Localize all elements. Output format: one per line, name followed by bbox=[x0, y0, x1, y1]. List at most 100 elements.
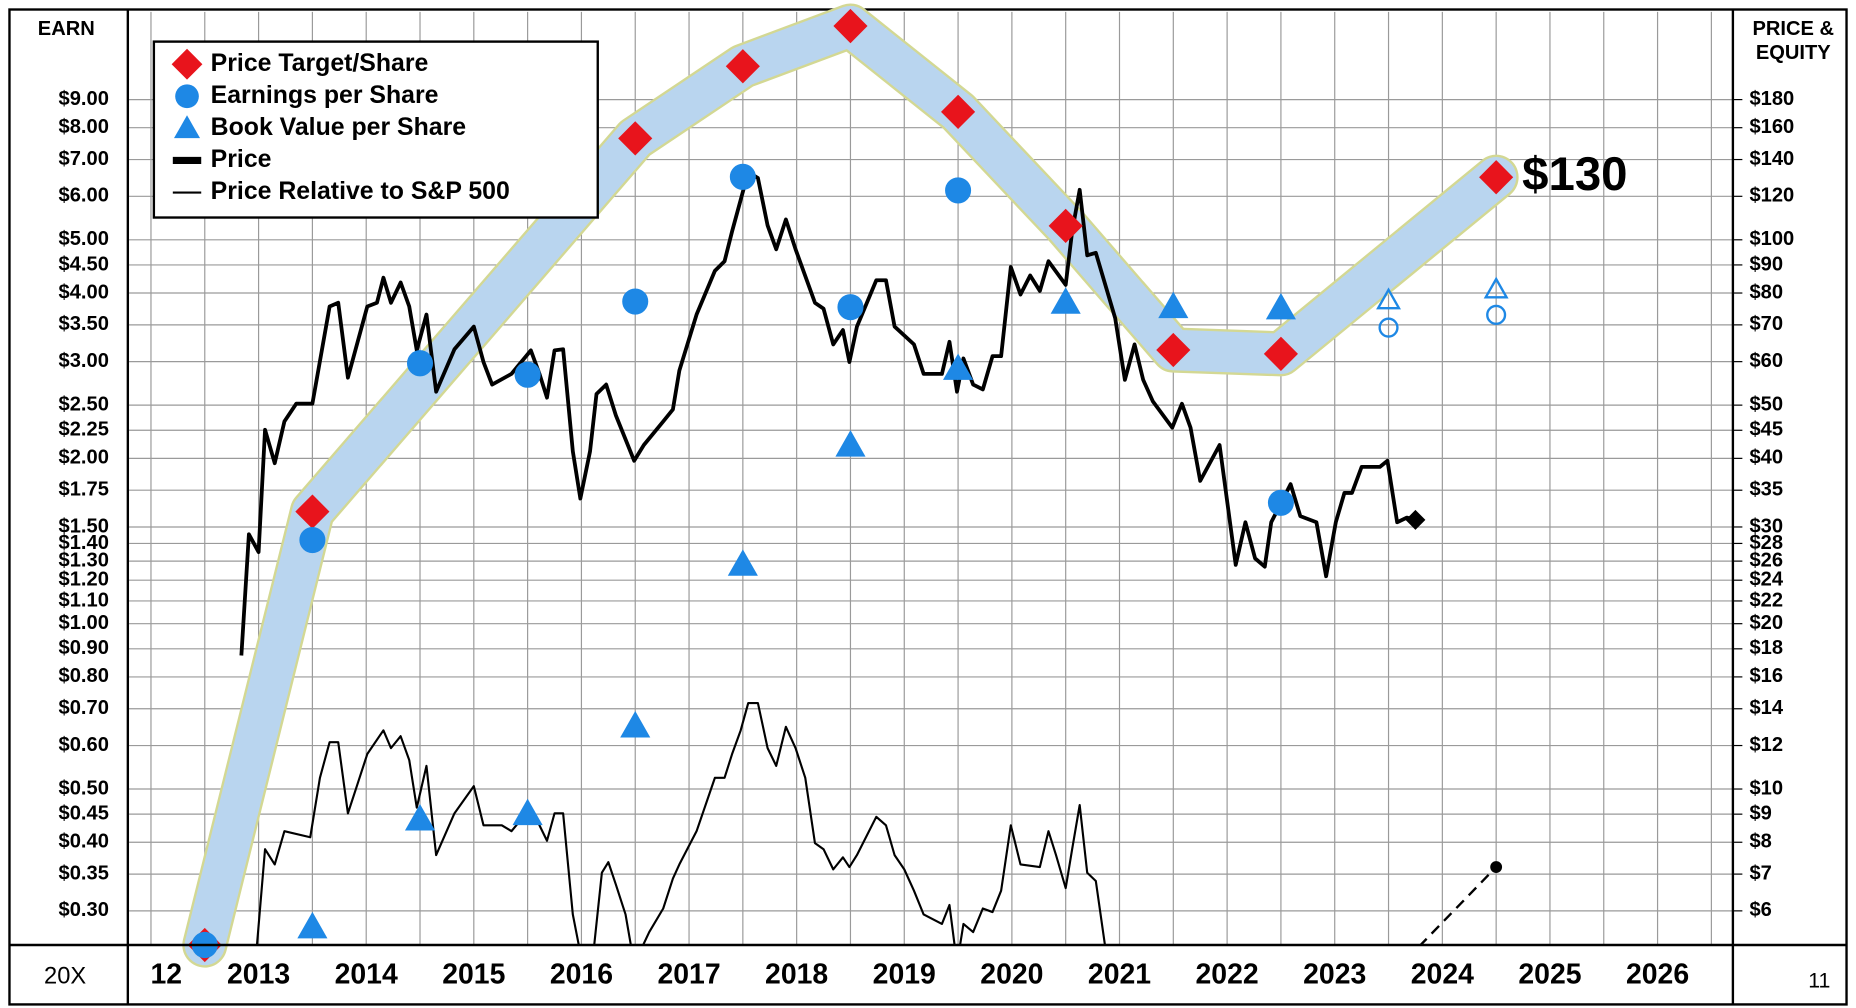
y2-tick-label: $26 bbox=[1749, 549, 1783, 571]
y2-tick-label: $6 bbox=[1749, 899, 1771, 921]
diamond-marker bbox=[618, 121, 653, 156]
corner-label: 11 bbox=[1808, 968, 1830, 992]
y-tick-label: $1.30 bbox=[59, 549, 109, 571]
legend-label: Book Value per Share bbox=[211, 113, 466, 141]
y-tick-label: $1.75 bbox=[59, 479, 109, 501]
annotation: $130 bbox=[1522, 148, 1627, 201]
x-tick-label: 2024 bbox=[1411, 958, 1474, 990]
y-tick-label: $0.30 bbox=[59, 899, 109, 921]
circle-marker bbox=[837, 294, 864, 321]
y-tick-label: $9.00 bbox=[59, 88, 109, 110]
circle-marker bbox=[945, 177, 972, 204]
triangle-marker bbox=[1483, 276, 1509, 299]
circle-marker bbox=[1378, 317, 1399, 338]
y2-tick-label: $160 bbox=[1749, 116, 1794, 138]
x-tick-label: 2014 bbox=[335, 958, 398, 990]
y-tick-label: $8.00 bbox=[59, 116, 109, 138]
y2-tick-label: $60 bbox=[1749, 350, 1783, 372]
diamond-marker bbox=[1156, 332, 1191, 368]
diamond-marker bbox=[1479, 160, 1514, 195]
diamond-marker bbox=[833, 8, 868, 44]
triangle-marker bbox=[943, 353, 974, 380]
y2-tick-label: $8 bbox=[1749, 831, 1771, 853]
triangle-marker bbox=[512, 798, 543, 826]
y-tick-label: $1.50 bbox=[59, 515, 109, 537]
corner-label: 20X bbox=[44, 963, 86, 989]
y-tick-label: $5.00 bbox=[59, 228, 109, 250]
y-tick-label: $0.40 bbox=[59, 831, 109, 853]
circle-marker bbox=[622, 288, 649, 315]
triangle-marker bbox=[835, 430, 866, 457]
triangle-marker bbox=[1050, 287, 1081, 314]
y-tick-label: $1.40 bbox=[59, 532, 109, 554]
y-tick-label: $0.35 bbox=[59, 862, 109, 884]
y2-tick-label: $10 bbox=[1749, 777, 1783, 799]
projection-dot bbox=[1490, 861, 1503, 873]
y2-tick-label: $100 bbox=[1749, 228, 1794, 250]
triangle-marker bbox=[404, 804, 436, 831]
x-tick-label: 2026 bbox=[1626, 958, 1689, 990]
y-tick-label: $0.80 bbox=[59, 665, 109, 687]
price-line bbox=[239, 170, 1416, 656]
y-tick-label: $0.90 bbox=[59, 637, 109, 659]
x-tick-label: 2021 bbox=[1088, 958, 1151, 990]
y2-tick-label: $40 bbox=[1749, 447, 1783, 469]
y2-tick-label: $50 bbox=[1749, 393, 1783, 415]
circle-marker bbox=[1486, 304, 1507, 325]
y2-tick-label: $9 bbox=[1749, 802, 1771, 824]
diamond-marker bbox=[1048, 208, 1083, 244]
legend-label: Price Target/Share bbox=[211, 49, 429, 77]
x-tick-label: 2018 bbox=[765, 958, 828, 990]
triangle-marker bbox=[727, 549, 758, 576]
y2-tick-label: $140 bbox=[1749, 148, 1794, 170]
triangle-marker bbox=[1376, 287, 1401, 310]
left-axis-label: EARN bbox=[38, 18, 95, 40]
legend-box bbox=[152, 40, 599, 219]
legend-label: Earnings per Share bbox=[211, 81, 439, 109]
legend-label: Price Relative to S&P 500 bbox=[211, 177, 510, 205]
x-tick-label: 2020 bbox=[980, 958, 1043, 990]
x-tick-label: 2016 bbox=[550, 958, 613, 990]
y2-tick-label: $7 bbox=[1749, 862, 1771, 884]
y2-tick-label: $90 bbox=[1749, 253, 1783, 275]
diamond-marker bbox=[941, 94, 976, 129]
y2-tick-label: $28 bbox=[1749, 532, 1783, 554]
y2-tick-label: $30 bbox=[1749, 515, 1783, 537]
y-tick-label: $6.00 bbox=[59, 185, 109, 207]
x-tick-label: 12 bbox=[151, 958, 183, 990]
triangle-marker bbox=[1158, 291, 1189, 319]
diamond-marker bbox=[1405, 509, 1426, 530]
y-tick-label: $0.60 bbox=[59, 734, 109, 756]
y2-tick-label: $180 bbox=[1749, 88, 1794, 110]
y-tick-label: $4.00 bbox=[59, 281, 109, 303]
marker-layer bbox=[187, 8, 1514, 963]
x-tick-label: 2025 bbox=[1518, 958, 1581, 990]
circle-marker bbox=[1267, 489, 1294, 516]
legend-swatch bbox=[174, 115, 201, 139]
y2-tick-label: $45 bbox=[1749, 419, 1783, 441]
y-tick-label: $1.20 bbox=[59, 569, 109, 591]
legend: Price Target/Share Earnings per Share Book… bbox=[152, 40, 599, 219]
y2-tick-label: $35 bbox=[1749, 479, 1783, 501]
circle-marker bbox=[514, 361, 541, 388]
y-tick-label: $3.00 bbox=[59, 350, 109, 372]
y2-tick-label: $80 bbox=[1749, 281, 1783, 303]
diamond-marker bbox=[725, 49, 760, 84]
x-tick-label: 2015 bbox=[442, 958, 505, 990]
y2-tick-label: $20 bbox=[1749, 612, 1783, 634]
circle-marker bbox=[406, 350, 434, 377]
y2-tick-label: $14 bbox=[1749, 697, 1783, 719]
y2-tick-label: $24 bbox=[1749, 569, 1783, 591]
y2-tick-label: $70 bbox=[1749, 313, 1783, 335]
legend-swatch bbox=[175, 84, 199, 109]
y-tick-label: $3.50 bbox=[59, 313, 109, 335]
y2-tick-label: $22 bbox=[1749, 589, 1783, 611]
triangle-marker bbox=[620, 710, 651, 738]
y-tick-label: $2.25 bbox=[59, 419, 109, 441]
x-tick-label: 2022 bbox=[1196, 958, 1259, 990]
y-tick-label: $2.50 bbox=[59, 393, 109, 415]
y-tick-label: $1.10 bbox=[59, 589, 109, 611]
right-axis-label: EQUITY bbox=[1756, 42, 1831, 64]
diamond-marker bbox=[1263, 336, 1298, 371]
